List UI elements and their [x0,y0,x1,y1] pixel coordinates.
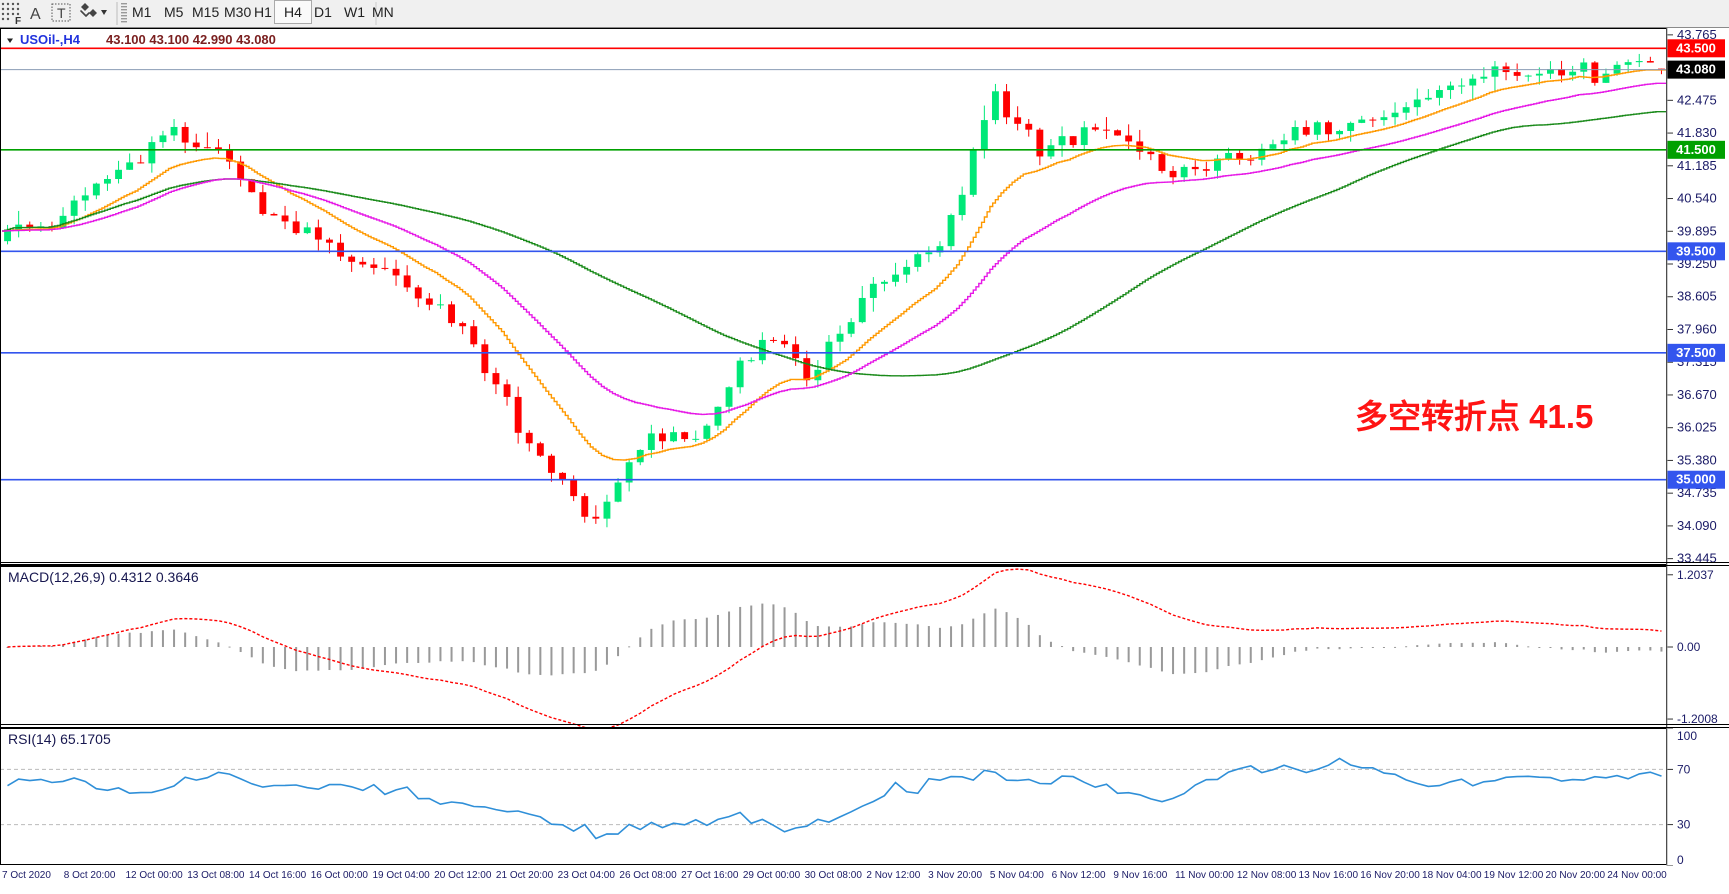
svg-text:43.100 43.100 42.990 43.080: 43.100 43.100 42.990 43.080 [106,32,276,47]
svg-text:39.500: 39.500 [1676,243,1716,258]
svg-text:多空转折点 41.5: 多空转折点 41.5 [1355,398,1593,435]
svg-text:100: 100 [1677,729,1697,743]
svg-text:35.000: 35.000 [1676,472,1716,487]
svg-text:34.090: 34.090 [1677,518,1717,533]
svg-text:F: F [15,16,21,27]
svg-text:30: 30 [1677,818,1691,832]
svg-text:43.080: 43.080 [1676,62,1716,77]
svg-text:36.670: 36.670 [1677,387,1717,402]
svg-text:41.500: 41.500 [1676,142,1716,157]
svg-text:1.2037: 1.2037 [1677,568,1714,582]
svg-text:38.605: 38.605 [1677,289,1717,304]
svg-text:37.500: 37.500 [1676,345,1716,360]
svg-text:37.960: 37.960 [1677,321,1717,336]
svg-text:43.500: 43.500 [1676,40,1716,55]
svg-text:0.00: 0.00 [1677,640,1701,654]
svg-text:USOil-,H4: USOil-,H4 [20,32,81,47]
svg-text:RSI(14) 65.1705: RSI(14) 65.1705 [8,731,111,747]
svg-text:36.025: 36.025 [1677,420,1717,435]
svg-text:A: A [30,6,41,23]
svg-text:MACD(12,26,9) 0.4312 0.3646: MACD(12,26,9) 0.4312 0.3646 [8,569,199,585]
svg-text:70: 70 [1677,762,1691,776]
svg-text:0: 0 [1677,853,1684,866]
svg-text:40.540: 40.540 [1677,191,1717,206]
svg-text:41.185: 41.185 [1677,158,1717,173]
svg-text:T: T [57,5,66,21]
svg-text:41.830: 41.830 [1677,125,1717,140]
svg-text:35.380: 35.380 [1677,452,1717,467]
svg-text:39.895: 39.895 [1677,223,1717,238]
svg-text:42.475: 42.475 [1677,92,1717,107]
